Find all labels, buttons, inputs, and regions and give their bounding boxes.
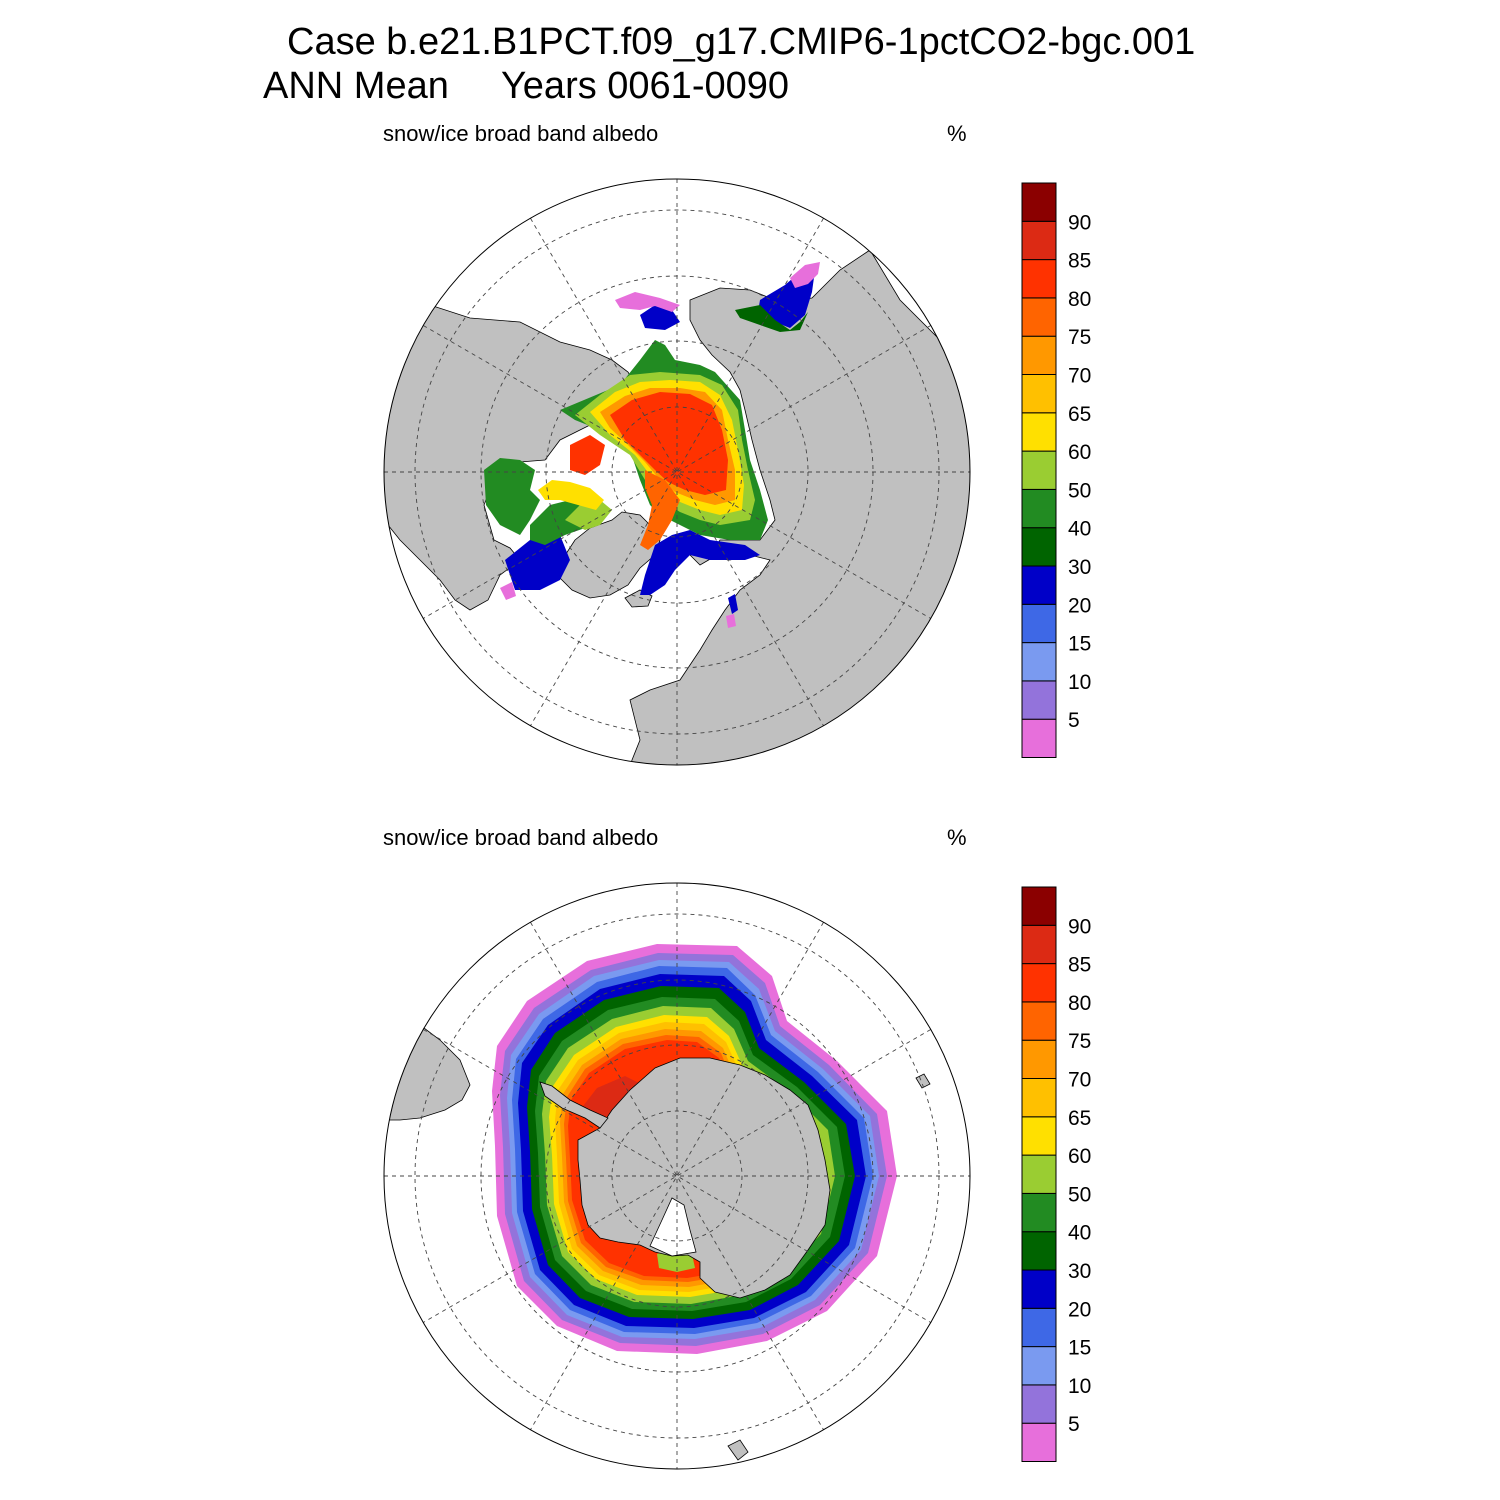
nh-ice-okhotsk-green [735, 305, 808, 332]
nh-colorbar-swatch-1 [1021, 680, 1057, 720]
nh-colorbar-tick-label: 10 [1068, 671, 1091, 694]
nh-colorbar-tick-label: 40 [1068, 518, 1091, 541]
eurasia-landmass [619, 249, 970, 765]
sh-colorbar-swatch-14 [1021, 886, 1057, 926]
sh-colorbar-tick-label: 40 [1068, 1222, 1091, 1245]
nh-colorbar-tick-label: 90 [1068, 211, 1091, 234]
antarctic-peninsula [539, 1081, 609, 1129]
sh-colorbar-swatch-13 [1021, 924, 1057, 965]
sh-colorbar-tick-label: 30 [1068, 1260, 1091, 1283]
sh-colorbar-swatch-3 [1021, 1307, 1057, 1348]
nh-colorbar-swatch-13 [1021, 220, 1057, 261]
nh-colorbar-tick-label: 20 [1068, 594, 1091, 617]
sh-colorbar-swatch-0 [1021, 1422, 1057, 1462]
sh-colorbar-tick-label: 10 [1068, 1375, 1091, 1398]
nh-colorbar-tick-label: 65 [1068, 403, 1091, 426]
sh-colorbar-tick-label: 50 [1068, 1183, 1091, 1206]
nh-variable-label: snow/ice broad band albedo [383, 121, 659, 146]
nh-colorbar-swatch-8 [1021, 412, 1057, 452]
nh-ice-baltic-pink [726, 614, 736, 628]
nh-ice-band-caa-red [570, 435, 605, 475]
nh-ice-labrador-pink [500, 582, 516, 600]
nh-ice-okhotsk-pink [790, 262, 820, 288]
sh-colorbar-tick-label: 20 [1068, 1298, 1091, 1321]
sh-colorbar: 5 10 15 20 30 40 50 60 65 70 75 80 85 90 [1021, 886, 1091, 1462]
sh-colorbar-tick-label: 15 [1068, 1337, 1091, 1360]
nh-colorbar-swatch-5 [1021, 527, 1057, 567]
nh-colorbar-swatch-0 [1021, 718, 1057, 759]
sh-colorbar-swatch-4 [1021, 1269, 1057, 1309]
nh-colorbar-swatch-12 [1021, 259, 1057, 299]
nh-colorbar-tick-label: 5 [1068, 709, 1080, 732]
nh-colorbar-swatch-11 [1021, 297, 1057, 337]
nh-colorbar-swatch-4 [1021, 565, 1057, 605]
nh-colorbar-tick-label: 70 [1068, 365, 1091, 388]
nh-sea-ice [484, 262, 820, 628]
sh-colorbar-swatch-12 [1021, 963, 1057, 1003]
nh-colorbar-tick-label: 75 [1068, 326, 1091, 349]
sh-units-label: % [947, 825, 967, 850]
nh-ice-band-greenland-east [640, 530, 760, 595]
nh-graticule [384, 179, 970, 765]
nh-colorbar: 5 10 15 20 30 40 50 60 65 70 75 80 85 90 [1021, 182, 1091, 759]
nh-colorbar-swatch-6 [1021, 488, 1057, 529]
sh-colorbar-tick-label: 85 [1068, 954, 1091, 977]
nh-colorbar-tick-label: 60 [1068, 441, 1091, 464]
nh-colorbar-tick-label: 85 [1068, 250, 1091, 273]
nh-ice-baltic [728, 594, 738, 614]
sh-colorbar-swatch-2 [1021, 1346, 1057, 1386]
sh-colorbar-tick-label: 60 [1068, 1145, 1091, 1168]
nh-ice-band-yellow-caa [538, 480, 604, 510]
nh-colorbar-swatch-14 [1021, 182, 1057, 222]
sh-colorbar-swatch-6 [1021, 1192, 1057, 1233]
nh-colorbar-tick-label: 30 [1068, 556, 1091, 579]
sh-map [383, 882, 971, 1470]
sh-variable-label: snow/ice broad band albedo [383, 825, 659, 850]
case-title: Case b.e21.B1PCT.f09_g17.CMIP6-1pctCO2-b… [287, 21, 1196, 63]
sh-colorbar-tick-label: 65 [1068, 1107, 1091, 1130]
sh-colorbar-tick-label: 80 [1068, 992, 1091, 1015]
nh-colorbar-swatch-7 [1021, 450, 1057, 490]
nh-ice-band-yellowgreen [565, 500, 612, 530]
nh-ice-band-hudson [484, 458, 540, 535]
sh-graticule [384, 883, 970, 1469]
sh-colorbar-tick-label: 90 [1068, 915, 1091, 938]
nh-colorbar-swatch-9 [1021, 374, 1057, 414]
sh-colorbar-tick-label: 70 [1068, 1069, 1091, 1092]
nh-colorbar-swatch-3 [1021, 603, 1057, 644]
sh-colorbar-tick-label: 5 [1068, 1413, 1080, 1436]
sh-colorbar-tick-label: 75 [1068, 1030, 1091, 1053]
nh-colorbar-swatch-10 [1021, 335, 1057, 376]
period-title: ANN Mean Years 0061-0090 [263, 65, 790, 107]
nh-map [383, 178, 971, 766]
nh-colorbar-tick-label: 15 [1068, 633, 1091, 656]
new-zealand-sliver [727, 1439, 749, 1461]
sh-map-border [383, 882, 971, 1470]
nh-ice-bering-pink [615, 292, 680, 312]
nh-map-border [383, 178, 971, 766]
nh-ice-band-low [505, 535, 570, 590]
nh-ice-band-fram [640, 470, 680, 550]
ross-ice-shelf [649, 1197, 697, 1257]
antarctica-landmass [577, 1057, 831, 1299]
nh-colorbar-swatch-2 [1021, 642, 1057, 682]
sh-colorbar-swatch-9 [1021, 1078, 1057, 1118]
nh-colorbar-tick-label: 50 [1068, 479, 1091, 502]
sh-colorbar-swatch-7 [1021, 1154, 1057, 1194]
sh-colorbar-swatch-10 [1021, 1039, 1057, 1079]
sh-colorbar-swatch-11 [1021, 1001, 1057, 1041]
sh-colorbar-swatch-5 [1021, 1231, 1057, 1271]
nh-ice-band-high [610, 392, 728, 495]
sh-colorbar-swatch-8 [1021, 1116, 1057, 1156]
nh-units-label: % [947, 121, 967, 146]
sh-colorbar-swatch-1 [1021, 1384, 1057, 1424]
nh-colorbar-tick-label: 80 [1068, 288, 1091, 311]
